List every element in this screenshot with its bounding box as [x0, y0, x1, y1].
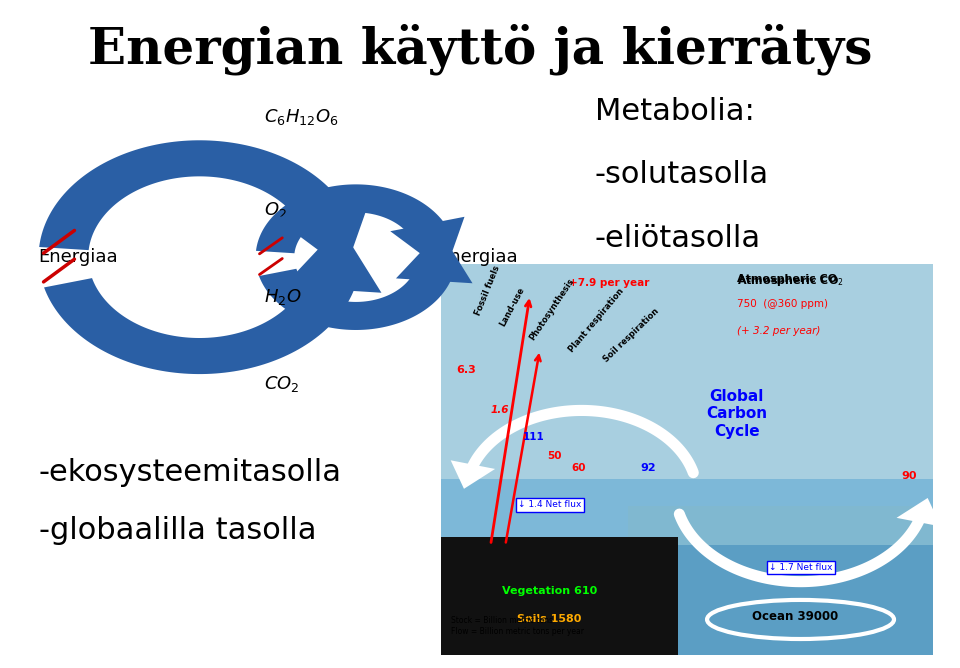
Text: Energiaa: Energiaa [38, 248, 118, 266]
Text: Photosynthesis: Photosynthesis [527, 277, 576, 342]
Bar [442, 537, 678, 655]
Text: ↓ 1.7 Net flux: ↓ 1.7 Net flux [769, 563, 832, 572]
Text: Plant respiration: Plant respiration [566, 287, 625, 354]
Text: 60: 60 [572, 463, 587, 473]
Text: Soil respiration: Soil respiration [601, 306, 660, 363]
Text: 50: 50 [547, 452, 562, 462]
Text: Vegetation 610: Vegetation 610 [502, 587, 597, 597]
Polygon shape [259, 261, 456, 330]
Text: $O_2$: $O_2$ [264, 200, 287, 220]
Text: Global
Carbon
Cycle: Global Carbon Cycle [706, 389, 767, 439]
Bar [442, 264, 933, 479]
Polygon shape [275, 199, 371, 270]
Polygon shape [39, 140, 355, 250]
Polygon shape [256, 184, 453, 253]
Bar [442, 264, 933, 655]
Text: (+ 3.2 per year): (+ 3.2 per year) [736, 327, 820, 337]
Text: 6.3: 6.3 [456, 365, 476, 375]
Polygon shape [396, 231, 472, 283]
Text: +7.9 per year: +7.9 per year [569, 277, 650, 287]
Text: 90: 90 [901, 471, 917, 481]
Text: Energiaa: Energiaa [439, 248, 518, 266]
Polygon shape [283, 226, 381, 293]
Text: 750  (@360 ppm): 750 (@360 ppm) [736, 299, 828, 309]
Text: ↓ 1.4 Net flux: ↓ 1.4 Net flux [518, 500, 582, 509]
Text: Ocean 39000: Ocean 39000 [753, 610, 839, 623]
Polygon shape [897, 498, 941, 526]
Text: Stock = Billion metric tons
Flow = Billion metric tons per year: Stock = Billion metric tons Flow = Billi… [451, 617, 585, 636]
Text: $H_2O$: $H_2O$ [264, 287, 301, 307]
Text: Energian käyttö ja kierrätys: Energian käyttö ja kierrätys [87, 23, 873, 75]
Polygon shape [442, 537, 678, 655]
Text: 92: 92 [640, 463, 657, 473]
Text: -globaalilla tasolla: -globaalilla tasolla [38, 516, 316, 545]
Text: 111: 111 [522, 432, 544, 442]
Text: -ekosysteemitasolla: -ekosysteemitasolla [38, 458, 342, 486]
Text: $C_6H_{12}O_6$: $C_6H_{12}O_6$ [264, 107, 339, 127]
Text: Soils 1580: Soils 1580 [517, 614, 582, 624]
Text: -solutasolla: -solutasolla [595, 160, 769, 189]
Text: Atmospheric CO: Atmospheric CO [736, 274, 837, 284]
Text: 1.6: 1.6 [491, 405, 509, 415]
Text: Atmospheric CO$_2$: Atmospheric CO$_2$ [736, 274, 844, 288]
Text: -eliötasolla: -eliötasolla [595, 224, 761, 253]
Polygon shape [450, 460, 495, 489]
Bar [629, 506, 933, 655]
Text: Fossil fuels: Fossil fuels [473, 264, 501, 317]
Polygon shape [391, 217, 465, 272]
Text: $CO_2$: $CO_2$ [264, 374, 300, 394]
Bar [629, 506, 933, 545]
Text: Metabolia:: Metabolia: [595, 97, 755, 126]
Text: Land-use: Land-use [498, 286, 526, 329]
Polygon shape [44, 265, 360, 374]
